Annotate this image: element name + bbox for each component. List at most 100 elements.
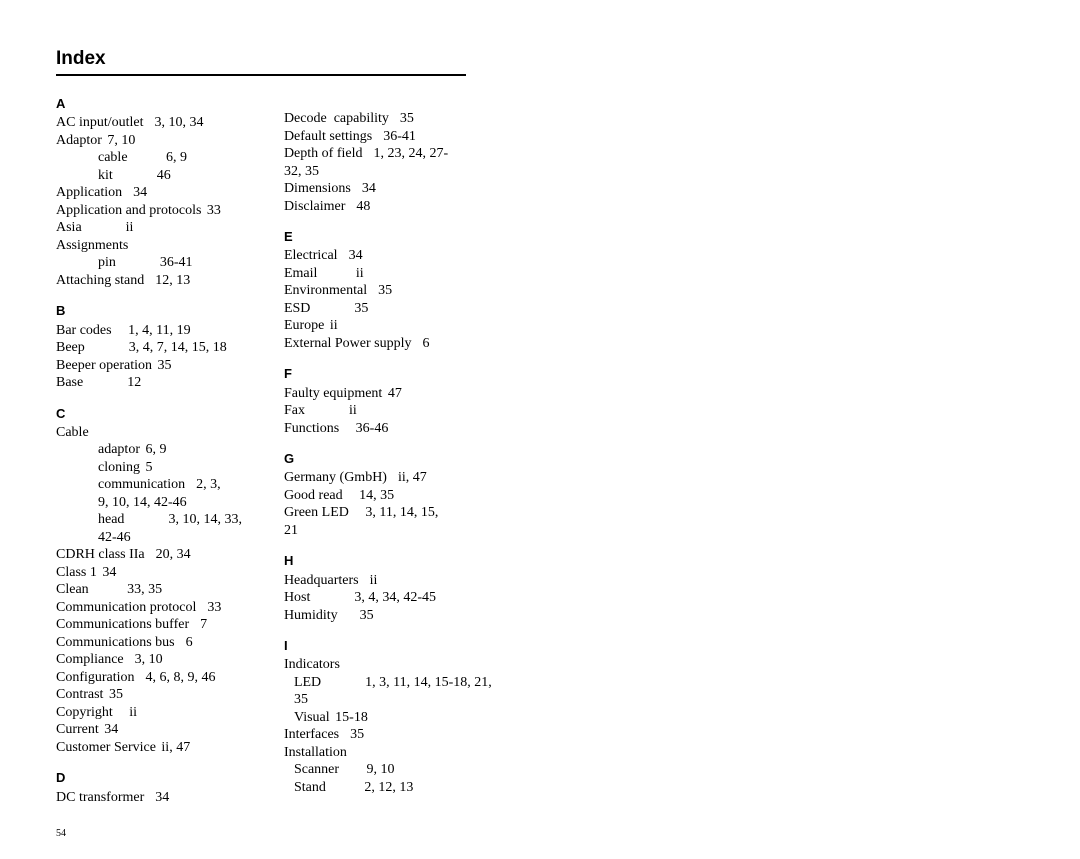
index-column-right: Decode capability 35Default settings 36-… [284, 90, 474, 806]
index-term: Copyright [56, 704, 113, 722]
index-pages: 35 [400, 110, 414, 128]
index-entry: Bar codes 1, 4, 11, 19 [56, 322, 242, 340]
index-entry: Configuration 4, 6, 8, 9, 46 [56, 669, 242, 687]
index-entry: Germany (GmbH) ii, 47 [284, 469, 474, 487]
index-entry: Environmental 35 [284, 282, 474, 300]
index-term: Europe [284, 317, 324, 335]
index-term: Email [284, 265, 317, 283]
index-pages: ii [349, 402, 357, 420]
index-pages: 1, 4, 11, 19 [128, 322, 190, 340]
index-entry: Copyright ii [56, 704, 242, 722]
index-term: Customer Service [56, 739, 156, 757]
title-rule [56, 74, 466, 76]
index-term: 32, 35 [284, 163, 319, 181]
index-term: Humidity [284, 607, 338, 625]
index-entry: Installation [284, 744, 474, 762]
index-pages: 33 [207, 599, 221, 617]
index-term: ESD [284, 300, 310, 318]
index-term: External Power supply [284, 335, 412, 353]
index-pages: 3, 11, 14, 15, [365, 504, 438, 522]
index-pages: 1, 23, 24, 27- [373, 145, 448, 163]
index-entry: adaptor 6, 9 [56, 441, 242, 459]
index-term: Green LED [284, 504, 349, 522]
index-pages: ii [129, 704, 137, 722]
index-term: cable [98, 149, 128, 167]
index-pages: 2, 12, 13 [364, 779, 413, 797]
index-term: Compliance [56, 651, 124, 669]
index-entry: Customer Service ii, 47 [56, 739, 242, 757]
index-pages: 9, 10 [367, 761, 395, 779]
index-entry: Base 12 [56, 374, 242, 392]
index-pages: ii [356, 265, 364, 283]
index-entry: 35 [284, 691, 474, 709]
index-entry: Clean 33, 35 [56, 581, 242, 599]
index-entry: 9, 10, 14, 42-46 [56, 494, 242, 512]
index-entry: Good read 14, 35 [284, 487, 474, 505]
index-term: DC transformer [56, 789, 144, 807]
index-pages: 4, 6, 8, 9, 46 [146, 669, 216, 687]
index-term: Headquarters [284, 572, 359, 590]
index-entry: Email ii [284, 265, 474, 283]
index-term: Current [56, 721, 99, 739]
index-entry: Assignments [56, 237, 242, 255]
index-pages: 3, 4, 7, 14, 15, 18 [129, 339, 227, 357]
index-entry: cloning 5 [56, 459, 242, 477]
index-entry: Indicators [284, 656, 474, 674]
index-pages: 3, 10, 14, 33, [168, 511, 242, 529]
index-pages: 6, 9 [145, 441, 166, 459]
index-entry: kit 46 [56, 167, 242, 185]
index-term: Asia [56, 219, 82, 237]
index-pages: ii, 47 [161, 739, 190, 757]
index-entry: Application 34 [56, 184, 242, 202]
index-pages: 34 [133, 184, 147, 202]
index-entry: Disclaimer 48 [284, 198, 474, 216]
index-section-letter: I [284, 638, 474, 654]
index-term: communication [98, 476, 185, 494]
index-term: pin [98, 254, 116, 272]
index-entry: Stand 2, 12, 13 [284, 779, 474, 797]
index-entry: External Power supply 6 [284, 335, 474, 353]
index-entry: Host 3, 4, 34, 42-45 [284, 589, 474, 607]
index-term: Cable [56, 424, 89, 442]
index-entry: Fax ii [284, 402, 474, 420]
index-term: Depth of field [284, 145, 363, 163]
index-term: Adaptor [56, 132, 102, 150]
index-pages: 15-18 [335, 709, 368, 727]
index-term: Beep [56, 339, 85, 357]
index-pages: 34 [102, 564, 116, 582]
index-pages: 7 [200, 616, 207, 634]
index-section-letter: A [56, 96, 242, 112]
index-pages: 1, 3, 11, 14, 15-18, 21, [365, 674, 492, 692]
index-entry: Adaptor 7, 10 [56, 132, 242, 150]
index-pages: ii [330, 317, 338, 335]
index-pages: 14, 35 [359, 487, 394, 505]
index-pages: 48 [356, 198, 370, 216]
index-term: Functions [284, 420, 339, 438]
index-term: head [98, 511, 124, 529]
index-pages: 36-41 [383, 128, 416, 146]
index-pages: 3, 4, 34, 42-45 [354, 589, 436, 607]
index-entry: AC input/outlet 3, 10, 34 [56, 114, 242, 132]
index-entry: Communications buffer 7 [56, 616, 242, 634]
index-pages: ii [126, 219, 134, 237]
index-term: Communication protocol [56, 599, 196, 617]
index-entry: ESD 35 [284, 300, 474, 318]
index-term: Base [56, 374, 83, 392]
index-entry: Asia ii [56, 219, 242, 237]
index-section-letter: C [56, 406, 242, 422]
index-entry: LED 1, 3, 11, 14, 15-18, 21, [284, 674, 474, 692]
index-term: Application [56, 184, 122, 202]
page-title: Index [56, 48, 444, 70]
index-term: Indicators [284, 656, 340, 674]
index-entry: 32, 35 [284, 163, 474, 181]
index-pages: 34 [349, 247, 363, 265]
index-term: Stand [294, 779, 326, 797]
index-term: adaptor [98, 441, 140, 459]
index-entry: Humidity 35 [284, 607, 474, 625]
index-entry: Faulty equipment 47 [284, 385, 474, 403]
index-pages: ii, 47 [398, 469, 427, 487]
index-term: 35 [294, 691, 308, 709]
index-pages: 35 [354, 300, 368, 318]
index-term: Contrast [56, 686, 103, 704]
index-pages: 33, 35 [127, 581, 162, 599]
